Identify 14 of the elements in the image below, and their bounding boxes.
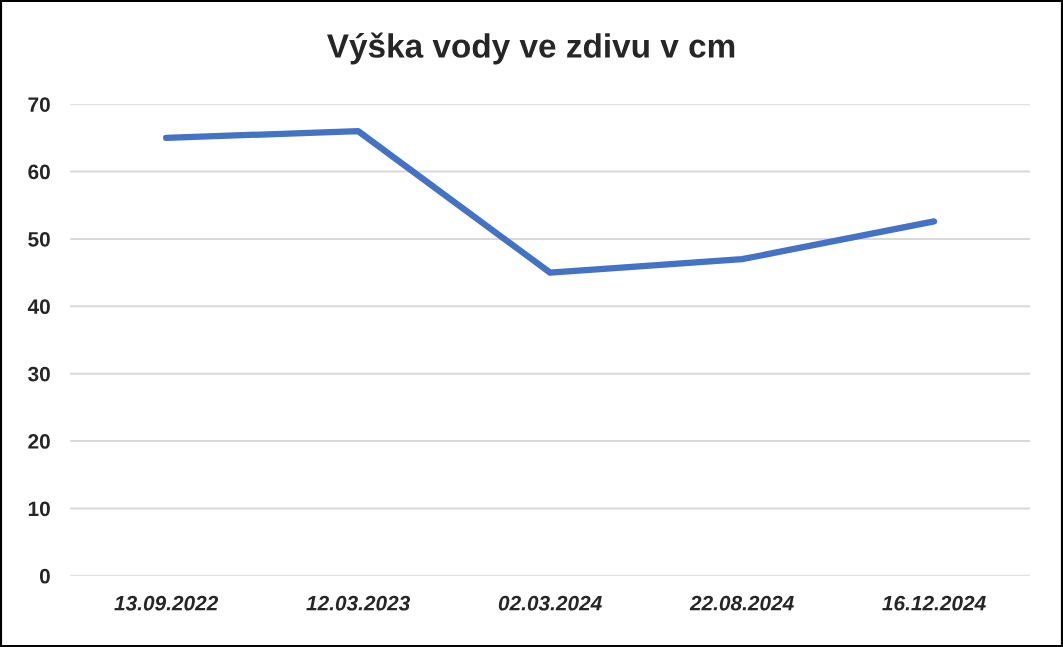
- y-tick-label: 50: [28, 231, 50, 247]
- x-tick-label: 22.08.2024: [689, 595, 794, 611]
- y-tick-label: 40: [27, 299, 50, 315]
- y-tick-label: 30: [28, 366, 50, 382]
- x-tick-label: 16.12.2024: [882, 595, 986, 611]
- x-tick-label: 02.03.2024: [498, 595, 602, 611]
- y-tick-label: 70: [28, 97, 50, 112]
- x-tick-label: 13.09.2022: [114, 595, 219, 611]
- x-tick-label: 12.03.2023: [306, 595, 411, 611]
- y-tick-label: 20: [28, 434, 50, 449]
- chart-title: Výška vody ve zdivu v cm: [327, 32, 735, 65]
- y-tick-label: 0: [39, 568, 50, 584]
- y-tick-label: 60: [28, 164, 50, 180]
- y-tick-label: 10: [28, 501, 50, 517]
